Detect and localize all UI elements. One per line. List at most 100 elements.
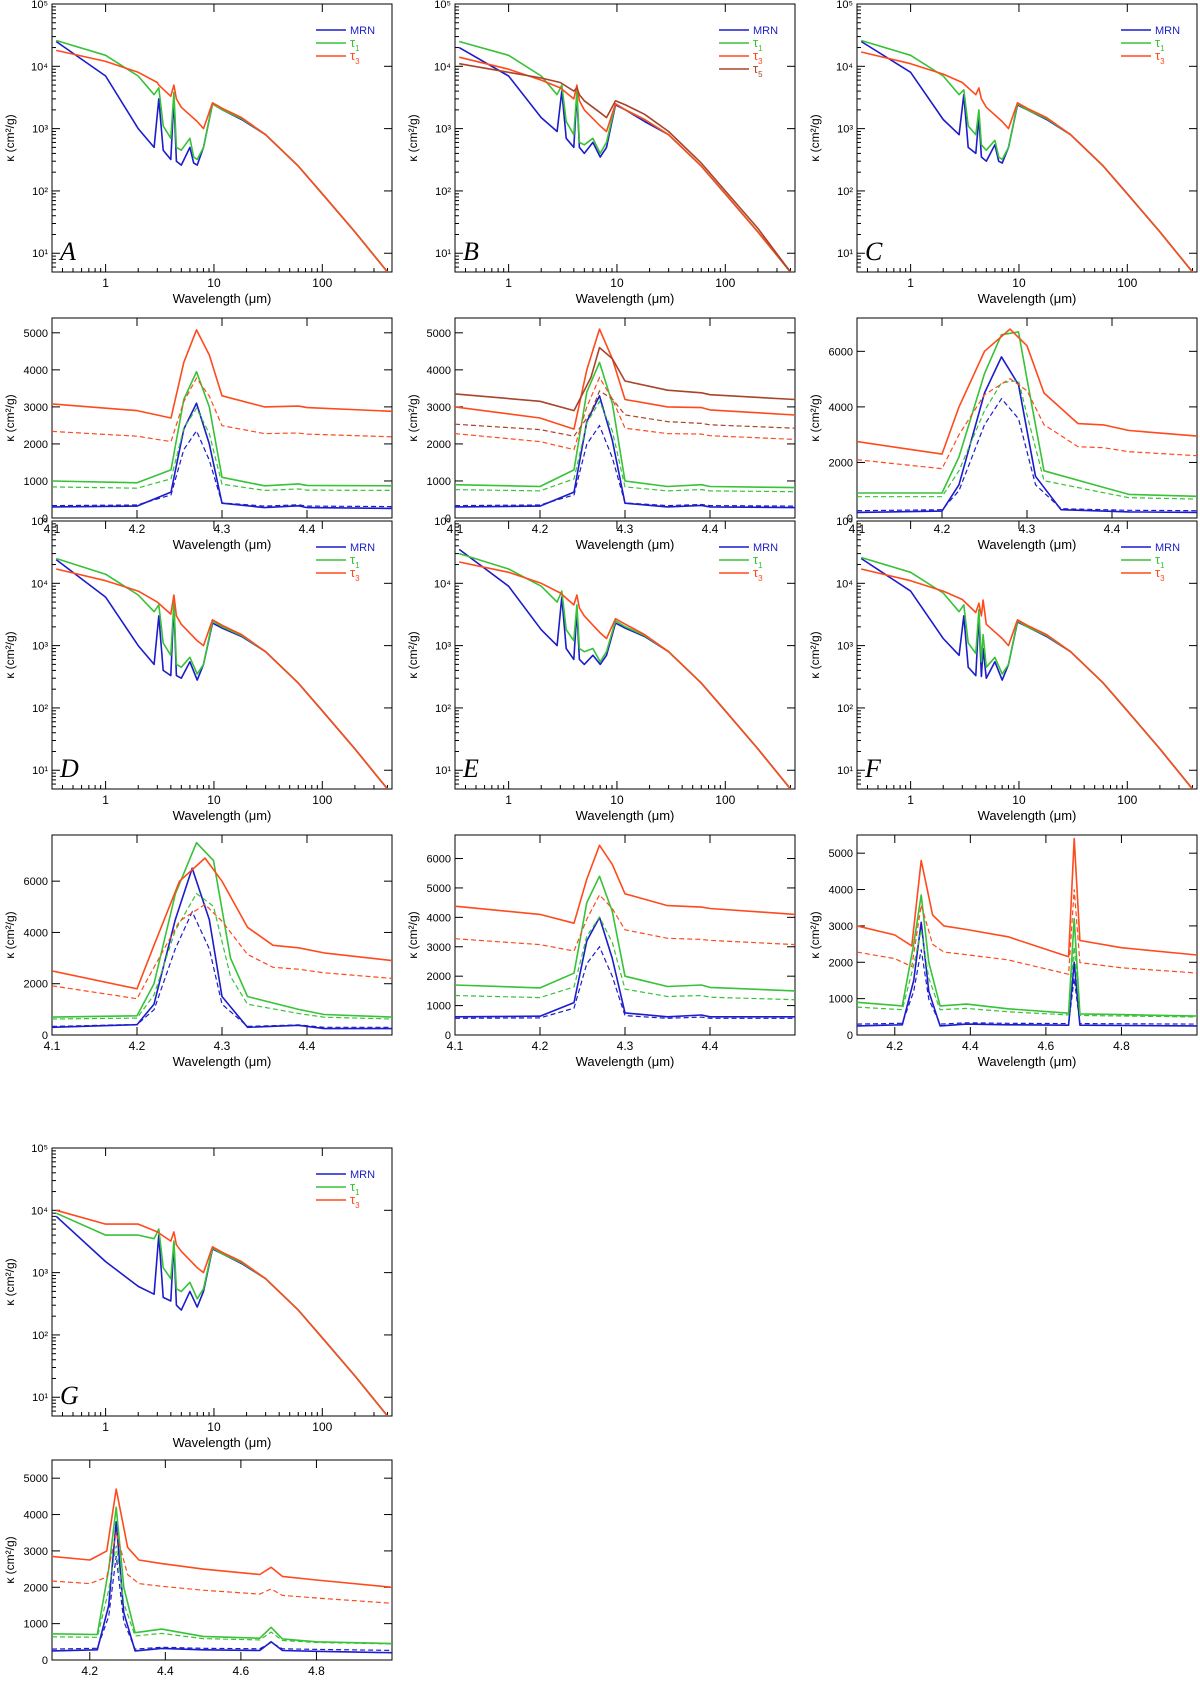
series-line-tau1 bbox=[857, 331, 1197, 498]
plot-frame bbox=[856, 520, 1198, 790]
legend-label: MRN bbox=[1155, 25, 1180, 37]
y-tick-label: 0 bbox=[847, 513, 853, 525]
y-tick-label: 10³ bbox=[32, 641, 48, 653]
panel-letter: D bbox=[59, 754, 79, 783]
y-tick-label: 2000 bbox=[829, 957, 853, 969]
series-dashed-tau5 bbox=[455, 390, 795, 437]
y-axis-label: κ (cm²/g) bbox=[3, 1258, 17, 1305]
x-tick-label: 1 bbox=[907, 276, 914, 290]
y-tick-label: 10² bbox=[32, 186, 48, 198]
legend-label: τ1 bbox=[350, 35, 360, 53]
y-tick-label: 4000 bbox=[829, 885, 853, 897]
series-dashed-MRN bbox=[455, 424, 795, 507]
y-tick-label: 10⁴ bbox=[434, 578, 451, 590]
chart-panel-A: 1 10 100 10¹ 10² 10³ 10⁴ 10⁵ Wavelength (μm) κ (c… bbox=[3, 0, 393, 306]
y-tick-label: 10⁵ bbox=[836, 0, 853, 11]
y-tick-label: 3000 bbox=[427, 402, 451, 414]
series-line-tau3 bbox=[857, 328, 1197, 455]
legend-label: τ3 bbox=[350, 48, 360, 66]
x-axis-label: Wavelength (μm) bbox=[978, 1054, 1077, 1069]
x-tick-label: 100 bbox=[1117, 793, 1137, 807]
y-tick-label: 3000 bbox=[427, 942, 451, 954]
y-tick-label: 10¹ bbox=[837, 765, 853, 777]
y-tick-label: 10¹ bbox=[32, 765, 48, 777]
y-tick-label: 4000 bbox=[427, 365, 451, 377]
series-line-tau5 bbox=[455, 346, 795, 412]
y-tick-label: 10³ bbox=[435, 641, 451, 653]
series-dashed-tau3 bbox=[52, 903, 392, 1000]
series-line-MRN bbox=[52, 1521, 392, 1654]
series-line-MRN bbox=[455, 394, 795, 509]
series-dashed-MRN bbox=[857, 397, 1197, 512]
y-tick-label: 5000 bbox=[24, 1473, 48, 1485]
legend-label: τ5 bbox=[753, 61, 763, 79]
series-line-MRN bbox=[52, 867, 392, 1030]
chart-panel-D: 1 10 100 10¹ 10² 10³ 10⁴ 10⁵ Wavelength (μm) κ (c… bbox=[3, 516, 393, 823]
series-line-MRN bbox=[860, 557, 1194, 789]
y-tick-label: 10¹ bbox=[32, 1392, 48, 1404]
y-tick-label: 0 bbox=[42, 1655, 48, 1667]
y-axis-label: κ (cm²/g) bbox=[3, 1536, 17, 1583]
series-line-tau3 bbox=[56, 568, 389, 789]
series-dashed-tau1 bbox=[52, 1545, 392, 1645]
chart-panel-F: 1 10 100 10¹ 10² 10³ 10⁴ 10⁵ Wavelength (μm) κ (c… bbox=[808, 516, 1198, 823]
x-axis-label: Wavelength (μm) bbox=[173, 291, 272, 306]
y-axis-label: κ (cm²/g) bbox=[3, 114, 17, 161]
panel-letter: A bbox=[58, 237, 76, 266]
x-tick-label: 4.1 bbox=[447, 1039, 464, 1053]
x-tick-label: 10 bbox=[207, 1420, 221, 1434]
x-axis-label: Wavelength (μm) bbox=[173, 537, 272, 552]
y-tick-label: 6000 bbox=[24, 876, 48, 888]
legend-label: τ1 bbox=[350, 1179, 360, 1197]
series-line-tau3 bbox=[459, 561, 792, 789]
plot-frame bbox=[51, 834, 393, 1036]
y-tick-label: 10³ bbox=[837, 641, 853, 653]
x-tick-label: 100 bbox=[312, 276, 332, 290]
y-tick-label: 10⁵ bbox=[31, 1143, 48, 1155]
series-line-MRN bbox=[860, 40, 1194, 272]
y-axis-label: κ (cm²/g) bbox=[808, 114, 822, 161]
y-tick-label: 0 bbox=[847, 1030, 853, 1042]
legend-label: τ1 bbox=[1155, 35, 1165, 53]
series-line-tau3 bbox=[455, 844, 795, 925]
x-tick-label: 100 bbox=[715, 276, 735, 290]
x-tick-label: 4.6 bbox=[1038, 1039, 1055, 1053]
y-tick-label: 4000 bbox=[24, 927, 48, 939]
y-tick-label: 10⁴ bbox=[31, 578, 48, 590]
x-tick-label: 4.4 bbox=[962, 1039, 979, 1053]
y-tick-label: 2000 bbox=[24, 979, 48, 991]
series-line-tau1 bbox=[55, 557, 389, 789]
x-tick-label: 4.6 bbox=[233, 1664, 250, 1678]
plot-frame bbox=[856, 834, 1198, 1036]
legend-label: τ3 bbox=[350, 1192, 360, 1210]
x-tick-label: 4.2 bbox=[129, 522, 146, 536]
y-tick-label: 2000 bbox=[829, 457, 853, 469]
series-dashed-MRN bbox=[455, 945, 795, 1019]
y-axis-label: κ (cm²/g) bbox=[3, 631, 17, 678]
y-axis-label: κ (cm²/g) bbox=[406, 114, 420, 161]
y-tick-label: 1000 bbox=[427, 1001, 451, 1013]
x-tick-label: 100 bbox=[1117, 276, 1137, 290]
x-tick-label: 4.1 bbox=[44, 1039, 61, 1053]
chart-panel-E: 1 10 100 10¹ 10² 10³ 10⁴ 10⁵ Wavelength (μm) κ (c… bbox=[406, 516, 796, 823]
legend-label: MRN bbox=[753, 542, 778, 554]
chart-panel-A-zoom: 4.1 4.2 4.3 4.4100020003000400050000Wavelen… bbox=[3, 317, 393, 552]
y-tick-label: 3000 bbox=[829, 921, 853, 933]
x-tick-label: 4.3 bbox=[214, 522, 231, 536]
x-tick-label: 4.4 bbox=[702, 1039, 719, 1053]
series-dashed-MRN bbox=[52, 429, 392, 508]
series-dashed-tau3 bbox=[52, 376, 392, 443]
series-line-tau1 bbox=[857, 894, 1197, 1017]
x-tick-label: 4.2 bbox=[81, 1664, 98, 1678]
y-tick-label: 0 bbox=[42, 1030, 48, 1042]
legend-label: MRN bbox=[753, 25, 778, 37]
series-line-tau3 bbox=[56, 49, 389, 272]
x-tick-label: 1 bbox=[505, 276, 512, 290]
series-dashed-tau1 bbox=[52, 406, 392, 492]
y-tick-label: 10¹ bbox=[435, 765, 451, 777]
x-tick-label: 4.2 bbox=[532, 522, 549, 536]
legend-label: τ3 bbox=[753, 565, 763, 583]
y-tick-label: 6000 bbox=[427, 854, 451, 866]
legend-label: τ3 bbox=[350, 565, 360, 583]
x-axis-label: Wavelength (μm) bbox=[173, 808, 272, 823]
